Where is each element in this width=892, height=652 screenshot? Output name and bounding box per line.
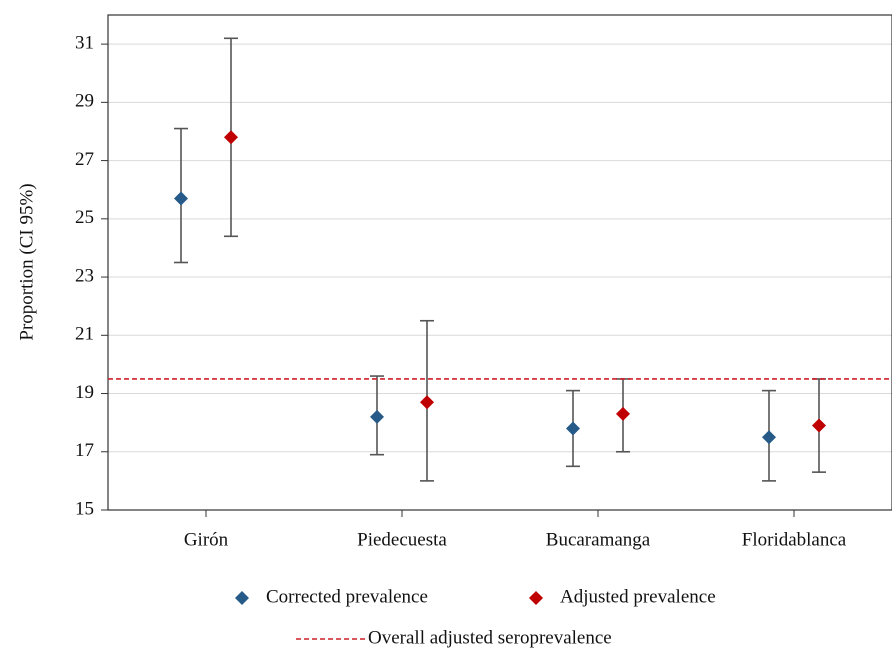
x-tick-label: Piedecuesta	[357, 529, 447, 550]
legend-label: Adjusted prevalence	[560, 586, 716, 607]
legend-label: Corrected prevalence	[266, 586, 428, 607]
y-tick-label: 29	[75, 91, 94, 112]
y-axis-label: Proportion (CI 95%)	[16, 183, 37, 340]
point	[224, 130, 238, 145]
y-tick-label: 15	[75, 498, 94, 519]
point	[762, 430, 776, 445]
point	[174, 191, 188, 206]
y-tick-label: 31	[75, 32, 94, 53]
point	[812, 418, 826, 433]
point	[420, 395, 434, 410]
point	[370, 409, 384, 424]
legend-marker	[529, 591, 543, 605]
x-tick-label: Girón	[184, 529, 229, 550]
legend-label: Overall adjusted seroprevalence	[368, 627, 612, 648]
y-tick-label: 19	[75, 382, 94, 403]
y-tick-label: 17	[75, 440, 94, 461]
x-tick-label: Bucaramanga	[546, 529, 651, 550]
plot-frame	[107, 14, 892, 511]
point	[566, 421, 580, 436]
point	[616, 406, 630, 421]
y-tick-label: 25	[75, 207, 94, 228]
x-tick-label: Floridablanca	[742, 529, 847, 550]
legend-marker	[235, 591, 249, 605]
y-tick-label: 27	[75, 149, 94, 170]
y-tick-label: 23	[75, 265, 94, 286]
y-tick-label: 21	[75, 324, 94, 345]
